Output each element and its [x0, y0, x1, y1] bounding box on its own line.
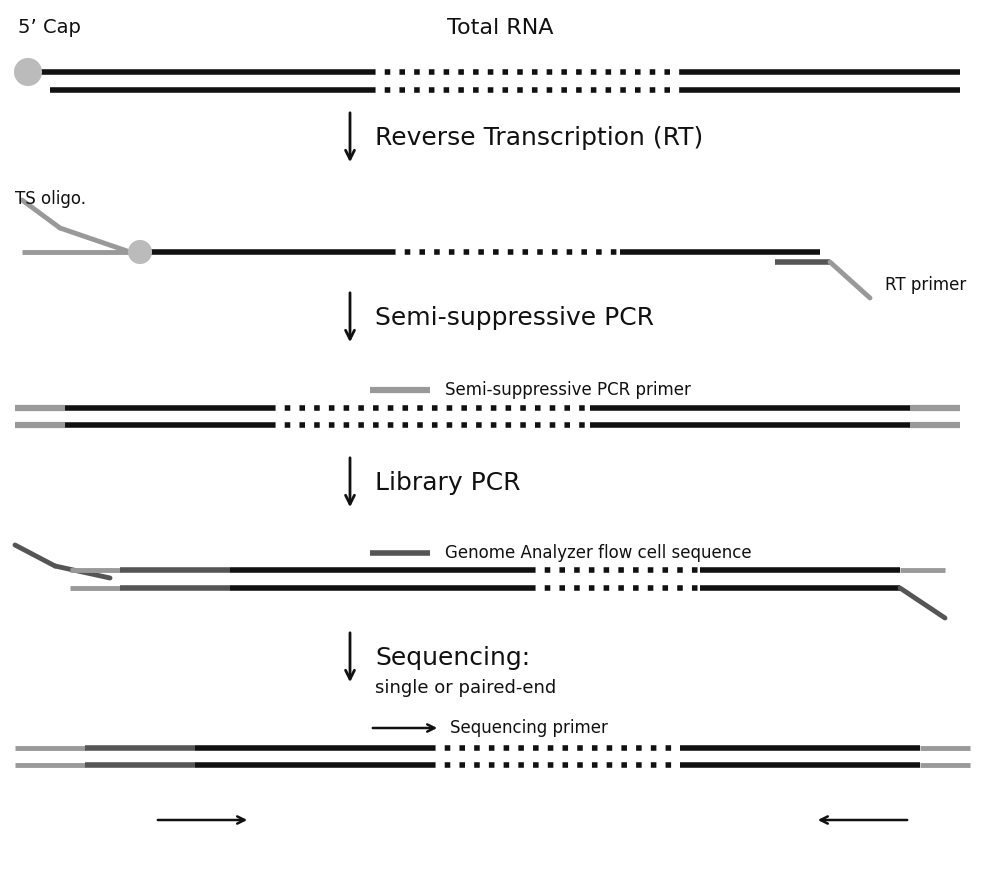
- Text: Total RNA: Total RNA: [447, 18, 553, 38]
- Text: single or paired-end: single or paired-end: [375, 679, 556, 697]
- Text: TS oligo.: TS oligo.: [15, 190, 86, 208]
- Text: Sequencing:: Sequencing:: [375, 646, 530, 670]
- Text: Semi-suppressive PCR primer: Semi-suppressive PCR primer: [445, 381, 691, 399]
- Text: RT primer: RT primer: [885, 276, 966, 294]
- Text: Genome Analyzer flow cell sequence: Genome Analyzer flow cell sequence: [445, 544, 752, 562]
- Text: Semi-suppressive PCR: Semi-suppressive PCR: [375, 306, 654, 330]
- Circle shape: [15, 59, 41, 85]
- Text: Reverse Transcription (RT): Reverse Transcription (RT): [375, 126, 703, 150]
- Circle shape: [129, 241, 151, 263]
- Text: 5’ Cap: 5’ Cap: [18, 18, 81, 37]
- Text: Library PCR: Library PCR: [375, 471, 520, 495]
- Text: Sequencing primer: Sequencing primer: [450, 719, 608, 737]
